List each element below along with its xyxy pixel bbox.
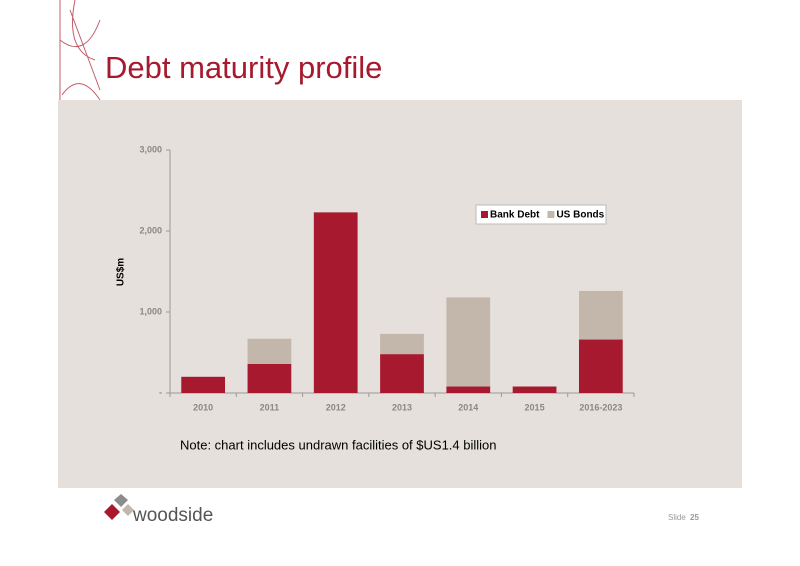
bar-segment — [446, 386, 491, 393]
bar-segment — [247, 363, 292, 393]
bar-segment — [247, 338, 292, 364]
bar-segment — [181, 376, 226, 393]
slide-label: Slide — [668, 513, 686, 522]
legend-swatch — [547, 211, 555, 218]
slide-title: Debt maturity profile — [105, 50, 382, 85]
bar-segment — [512, 386, 557, 393]
x-tick-label: 2011 — [260, 402, 280, 412]
y-axis-label: US$m — [116, 258, 127, 286]
legend-label: US Bonds — [556, 210, 604, 221]
logo-text: woodside — [132, 505, 213, 526]
y-tick-label: 2,000 — [139, 225, 162, 235]
bar-segment — [380, 333, 424, 355]
x-tick-label: 2016-2023 — [579, 402, 622, 412]
legend-swatch — [481, 211, 488, 218]
bar-segment — [380, 354, 424, 393]
bar-segment — [446, 297, 491, 387]
note: Note: chart includes undrawn facilities … — [180, 437, 497, 452]
x-tick-label: 2010 — [193, 402, 213, 412]
bar-segment — [578, 339, 623, 393]
decoration — [59, 0, 101, 101]
chart-panel — [58, 100, 742, 488]
slide-number: 25 — [690, 513, 699, 522]
bar-segment — [578, 290, 623, 340]
y-tick-label: 3,000 — [139, 144, 162, 154]
y-tick-label: - — [159, 387, 162, 397]
bar-segment — [313, 212, 358, 393]
legend-label: Bank Debt — [490, 210, 540, 221]
legend-box — [475, 204, 607, 225]
y-tick-label: 1,000 — [139, 306, 162, 316]
x-tick-label: 2015 — [525, 402, 545, 412]
logo — [104, 494, 134, 520]
x-tick-label: 2012 — [326, 402, 346, 412]
x-tick-label: 2014 — [458, 402, 478, 412]
x-tick-label: 2013 — [392, 402, 412, 412]
